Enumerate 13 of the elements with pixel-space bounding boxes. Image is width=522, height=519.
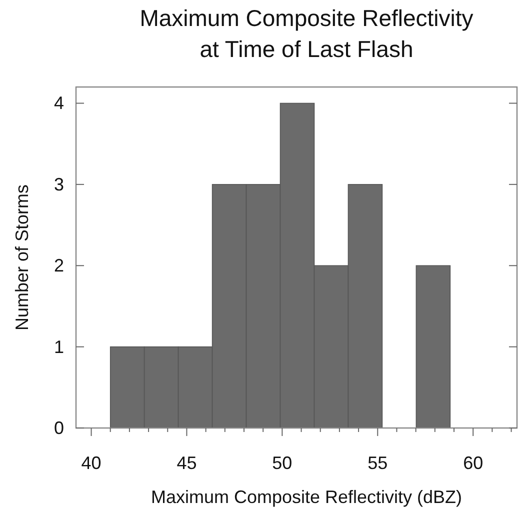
y-tick-label: 1 <box>54 336 64 357</box>
chart-title: Maximum Composite Reflectivity at Time of Last Flash <box>140 5 474 62</box>
y-tick-label: 2 <box>54 256 64 276</box>
y-tick-label: 3 <box>54 174 64 194</box>
y-axis-title: Number of Storms <box>12 184 32 331</box>
y-tick-label: 0 <box>54 418 64 438</box>
x-tick-label: 60 <box>463 453 484 473</box>
x-axis-title: Maximum Composite Reflectivity (dBZ) <box>150 487 462 507</box>
x-tick-label: 45 <box>176 453 197 473</box>
y-tick-label: 4 <box>54 93 64 114</box>
x-tick-label: 50 <box>272 453 292 473</box>
x-tick-label: 40 <box>81 453 102 473</box>
x-tick-label: 55 <box>368 453 388 473</box>
